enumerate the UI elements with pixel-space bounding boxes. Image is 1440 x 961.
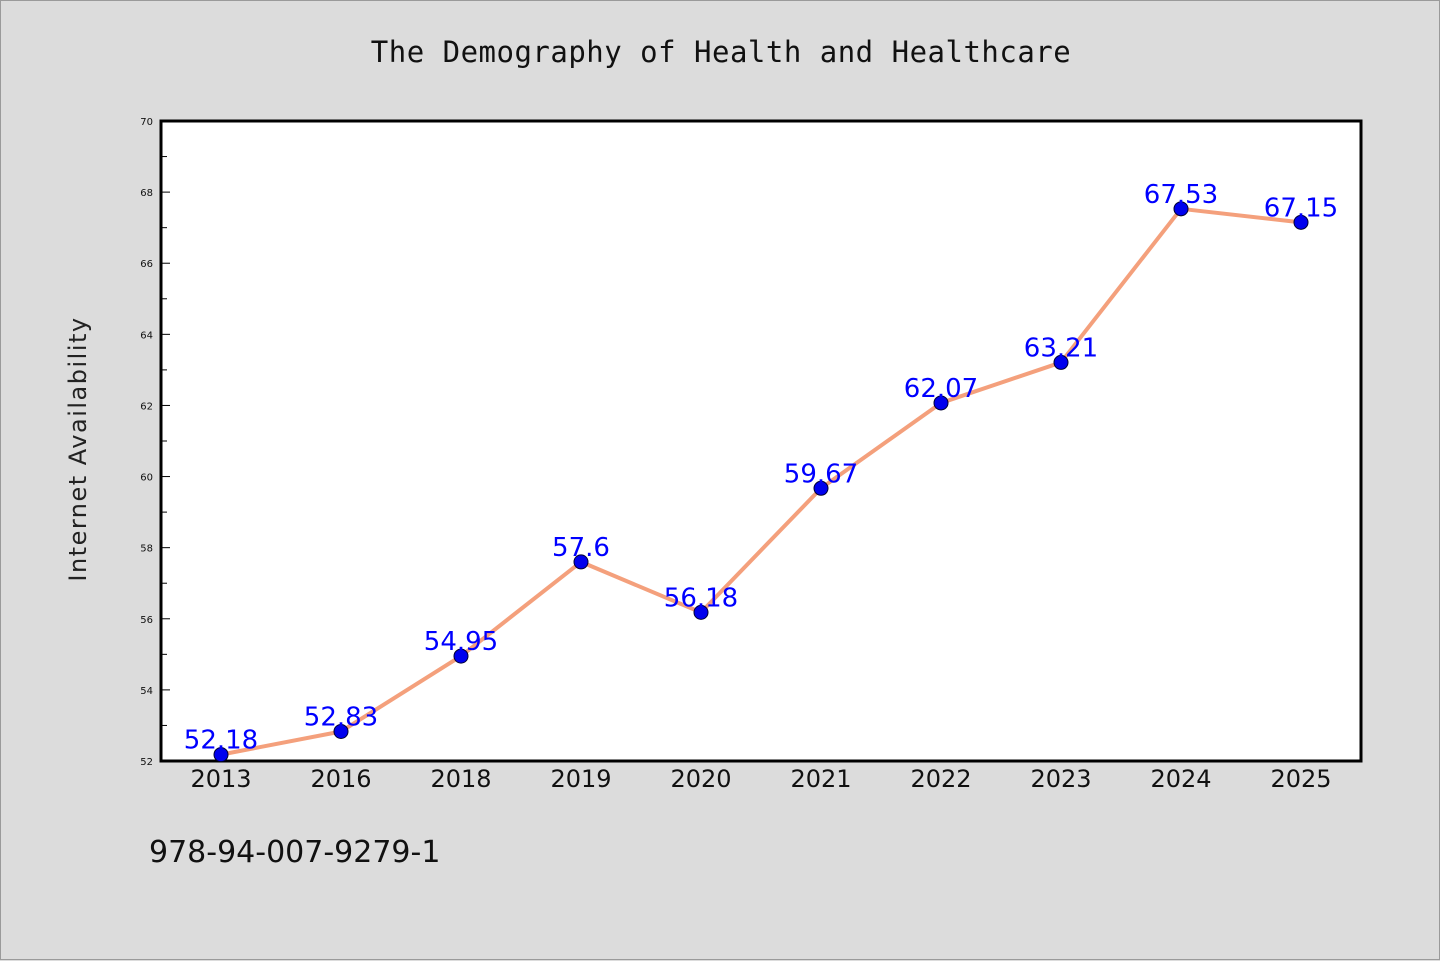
data-point: [1173, 201, 1189, 217]
y-tick-label: 54: [140, 686, 153, 697]
data-label: 63.21: [1024, 333, 1098, 363]
x-tick-label: 2018: [430, 765, 491, 793]
y-tick-label: 58: [140, 544, 153, 555]
x-tick-label: 2024: [1150, 765, 1211, 793]
x-tick-label: 2022: [910, 765, 971, 793]
data-label: 56.18: [664, 583, 738, 613]
x-tick-label: 2021: [790, 765, 851, 793]
isbn-note: 978-94-007-9279-1: [149, 835, 441, 870]
y-tick-label: 62: [140, 401, 153, 412]
y-tick-label: 64: [140, 330, 153, 341]
data-point: [1053, 354, 1069, 370]
x-tick-label: 2019: [550, 765, 611, 793]
x-tick-label: 2020: [670, 765, 731, 793]
data-label: 67.53: [1144, 180, 1218, 210]
data-point: [933, 395, 949, 411]
x-tick-label: 2023: [1030, 765, 1091, 793]
y-tick-label: 68: [140, 188, 153, 199]
data-label: 52.18: [184, 726, 258, 756]
data-label: 57.6: [552, 533, 610, 563]
data-label: 59.67: [784, 459, 858, 489]
data-point: [813, 480, 829, 496]
plot-area: [159, 119, 1363, 763]
data-point: [213, 747, 229, 763]
y-tick-label: 60: [140, 473, 153, 484]
x-tick-label: 2016: [310, 765, 371, 793]
x-tick-label: 2013: [190, 765, 251, 793]
data-label: 67.15: [1264, 193, 1338, 223]
data-point: [1293, 214, 1309, 230]
data-label: 54.95: [424, 627, 498, 657]
chart-title: The Demography of Health and Healthcare: [370, 35, 1072, 69]
data-label: 62.07: [904, 374, 978, 404]
y-tick-label: 52: [140, 757, 153, 768]
data-point: [693, 604, 709, 620]
data-label: 52.83: [304, 702, 378, 732]
series-line: [219, 206, 1303, 757]
y-tick-label: 70: [140, 117, 153, 128]
y-tick-label: 66: [140, 259, 153, 270]
data-point: [453, 648, 469, 664]
y-tick-label: 56: [140, 615, 153, 626]
data-point: [333, 723, 349, 739]
data-point: [573, 554, 589, 570]
x-tick-label: 2025: [1270, 765, 1331, 793]
